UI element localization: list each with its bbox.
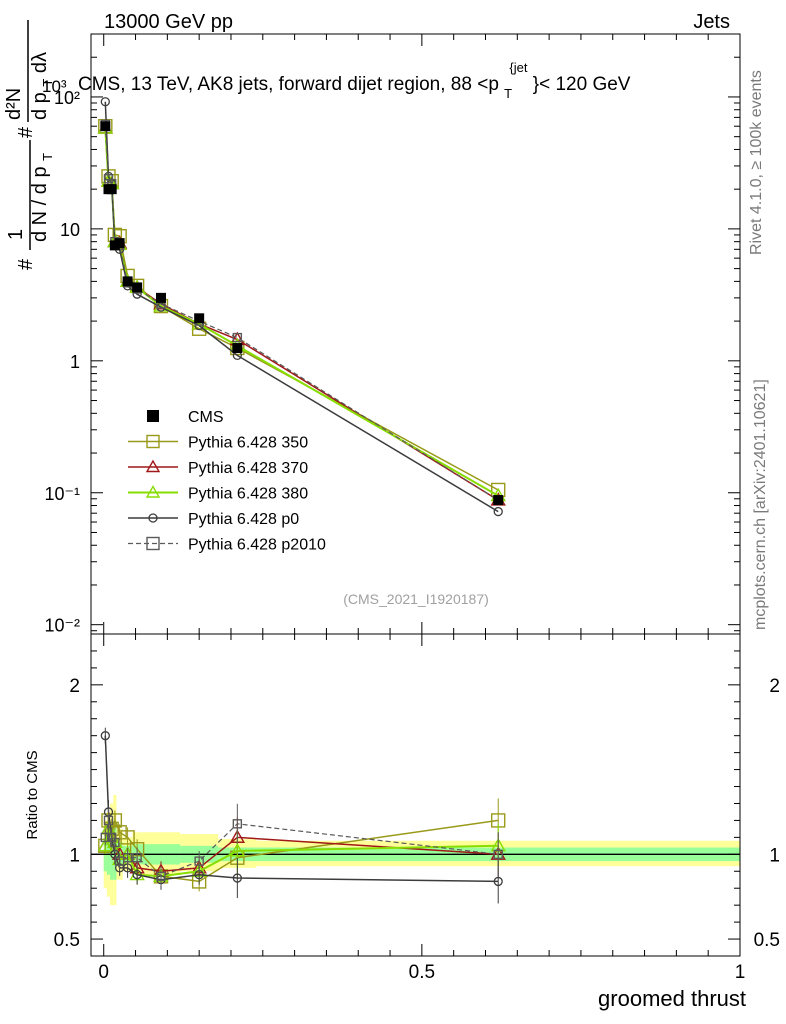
y-label-dn: d N / d p T [29,153,55,242]
main-series-layer [97,97,506,517]
y-label-numer: d²N [3,88,25,120]
ratio-uncertainty-bands [91,795,740,906]
legend-marker-cms [147,410,159,422]
data-point-p380 [229,843,246,857]
legend-marker-p380 [145,485,161,498]
title-subscript: T [504,86,512,101]
rivet-version-label: Rivet 4.1.0, ≥ 100k events [748,70,765,255]
legend-marker-p370 [145,459,161,473]
main-y-label: # 1 d N / d p T # d²N d p T dλ [3,20,57,270]
data-point-p2010 [100,832,111,843]
data-point-cms [122,276,133,287]
axis-ticks [91,33,741,956]
y-label-hash2: # [15,126,37,138]
legend-label-cms: CMS [188,409,224,426]
data-point-cms [114,238,125,249]
mcplots-label: mcplots.cern.ch [arXiv:2401.10621] [752,379,769,630]
legend-label-p380: Pythia 6.428 380 [188,486,308,503]
legend-marker-p2010 [146,536,160,551]
ratio-y-label: Ratio to CMS [24,750,41,839]
data-point-p0 [493,506,503,517]
y-label-denom-text: d p [29,92,51,120]
data-point-cms [155,292,166,303]
data-point-p2010 [194,856,204,866]
data-point-p2010 [103,815,114,826]
y-label-dn-text: d N / d p [29,166,51,242]
x-axis-label: groomed thrust [598,986,746,1011]
axis-tick-labels: 0 0.5 1 10⁻² 10⁻¹ 1 10 10² 0.5 0.5 1 1 2 2 [44,88,780,983]
legend-marker-p0 [148,513,158,523]
title-tail: }< 120 GeV [533,74,631,95]
y-label-denom: d p T dλ [29,52,57,120]
legend-label-p2010: Pythia 6.428 p2010 [188,537,326,554]
data-point-p2010 [106,832,117,843]
data-point-p2010 [103,174,114,184]
data-point-p2010 [110,837,120,848]
data-point-p0 [232,873,242,883]
legend-label-p350: Pythia 6.428 350 [188,435,308,452]
data-point-p2010 [156,871,166,882]
data-point-p2010 [493,849,503,860]
data-point-p2010 [232,332,243,343]
data-point-p0 [132,870,142,880]
y-tick-label-ratio: 2 [69,676,80,697]
y-tick-label-main: 1 [70,352,80,372]
y-tick-label-ratio: 0.5 [54,930,80,951]
data-point-p2010 [132,853,142,863]
data-point-p0 [493,876,503,887]
y-tick-label-ratio-right: 1 [769,845,780,866]
y-tick-label-ratio: 1 [69,845,80,866]
legend-label-p0: Pythia 6.428 p0 [188,511,299,528]
data-point-p380 [97,837,114,852]
data-point-p2010 [232,819,243,829]
plot-title: CMS, 13 TeV, AK8 jets, forward dijet reg… [78,56,631,103]
y-tick-label-ratio-right: 0.5 [754,930,780,951]
y-tick-label-main: 10² [54,88,80,108]
data-point-cms [232,343,243,354]
ratio-series-layer [97,727,506,904]
y-tick-label-main: 10⁻¹ [44,484,80,504]
y-tick-label-main: 10 [60,220,80,240]
title-main: CMS, 13 TeV, AK8 jets, forward dijet reg… [78,74,499,95]
x-tick-label: 0 [98,962,109,983]
x-tick-label: 0.5 [409,962,435,983]
y-tick-label-main: 10⁻² [44,616,80,636]
data-point-p2010 [122,853,133,863]
y-label-hash1: # [15,258,37,270]
y-scale-factor: 10³ [42,77,67,96]
data-point-p0 [100,731,110,741]
data-point-p350 [120,830,135,845]
y-label-denom-sub: T [40,79,55,87]
y-label-denom-tail: dλ [29,52,51,73]
legend: CMS Pythia 6.428 350 Pythia 6.428 370 Pythi… [128,409,326,554]
legend-label-p370: Pythia 6.428 370 [188,460,308,477]
data-point-cms [132,282,143,293]
title-superscript: {jet [509,60,527,75]
data-point-cms [106,184,117,195]
y-tick-label-ratio-right: 2 [769,676,780,697]
ratio-plot-frame [90,633,741,957]
energy-label: 13000 GeV pp [104,11,233,33]
jets-label: Jets [693,11,730,33]
data-point-cms [100,121,111,132]
data-point-cms [194,313,205,324]
data-point-cms [493,495,504,506]
y-label-dn-sub: T [40,153,55,161]
x-tick-label: 1 [735,962,746,983]
analysis-id-watermark: (CMS_2021_I1920187) [343,591,489,607]
y-label-one: 1 [5,229,27,240]
data-point-p0 [100,97,110,107]
legend-marker-p350 [146,434,160,449]
